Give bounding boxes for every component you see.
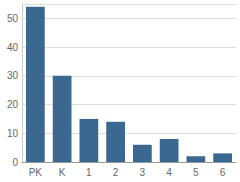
svg-text:1: 1 xyxy=(86,167,92,178)
svg-text:4: 4 xyxy=(166,167,172,178)
svg-text:50: 50 xyxy=(7,13,19,24)
svg-text:10: 10 xyxy=(7,128,19,139)
svg-text:40: 40 xyxy=(7,42,19,53)
svg-text:6: 6 xyxy=(220,167,226,178)
svg-text:3: 3 xyxy=(140,167,146,178)
svg-text:30: 30 xyxy=(7,70,19,81)
svg-text:5: 5 xyxy=(193,167,199,178)
svg-text:K: K xyxy=(59,167,66,178)
svg-text:PK: PK xyxy=(29,167,43,178)
svg-text:20: 20 xyxy=(7,99,19,110)
svg-text:2: 2 xyxy=(113,167,119,178)
svg-text:0: 0 xyxy=(12,157,18,168)
